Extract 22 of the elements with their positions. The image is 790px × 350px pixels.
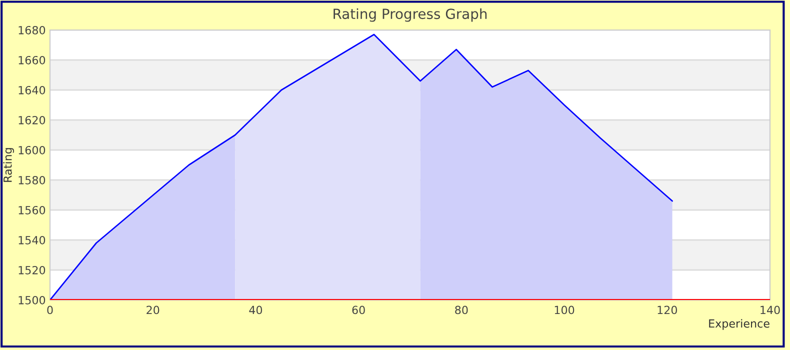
- y-tick-label: 1500: [18, 296, 46, 304]
- x-tick-label: 0: [47, 306, 53, 314]
- y-tick-label: 1560: [18, 206, 46, 214]
- x-tick-label: 40: [249, 306, 262, 314]
- y-tick-label: 1580: [18, 176, 46, 184]
- y-tick-label: 1680: [18, 26, 46, 34]
- y-tick-label: 1640: [18, 86, 46, 94]
- y-axis-title: Rating: [3, 148, 14, 182]
- y-tick-label: 1620: [18, 116, 46, 124]
- x-tick-label: 20: [146, 306, 160, 314]
- x-tick-label: 100: [554, 306, 574, 314]
- x-tick-label: 120: [658, 306, 678, 314]
- y-tick-label: 1660: [18, 56, 46, 64]
- y-tick-label: 1520: [18, 266, 46, 274]
- x-tick-label: 80: [455, 306, 468, 314]
- y-tick-label: 1540: [18, 236, 46, 244]
- y-tick-label: 1600: [18, 146, 46, 154]
- x-tick-label: 140: [760, 306, 780, 314]
- x-tick-label: 60: [352, 306, 365, 314]
- line-series: [50, 34, 673, 300]
- chart-title: Rating Progress Graph: [334, 8, 487, 22]
- x-axis-title: Experience: [709, 319, 770, 330]
